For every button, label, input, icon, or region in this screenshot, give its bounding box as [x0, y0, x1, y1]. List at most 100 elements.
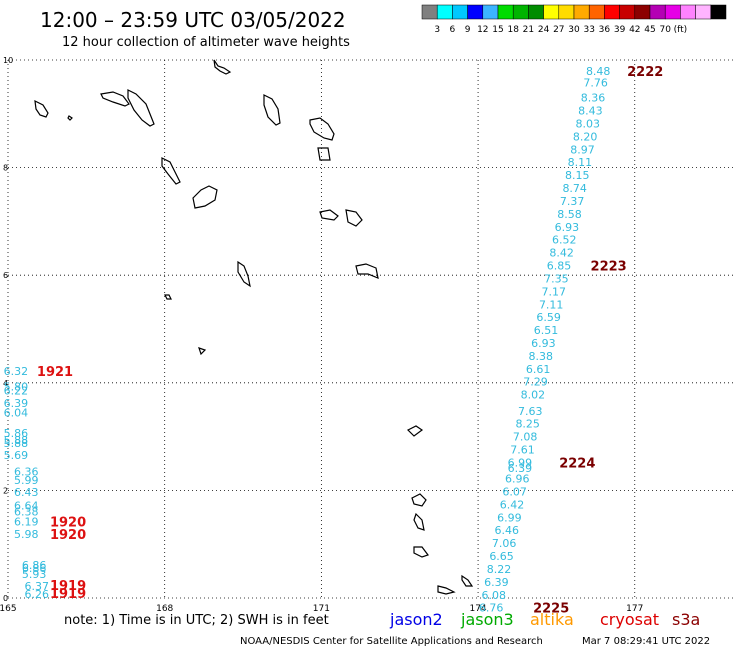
swh-value-label: 6.37: [24, 580, 49, 593]
colorbar-swatch: [619, 4, 636, 20]
swh-value-label: 6.52: [552, 234, 577, 247]
colorbar-label: 18: [507, 25, 519, 35]
chart-subtitle: 12 hour collection of altimeter wave hei…: [62, 35, 350, 50]
colorbar-label: 30: [568, 25, 580, 35]
swh-value-label: 8.36: [581, 92, 606, 105]
island-outline: [355, 263, 379, 279]
swh-value-label: 7.61: [510, 444, 535, 457]
mission-jason2: jason2: [389, 610, 443, 629]
colorbar-swatch: [604, 4, 620, 20]
island-outline: [317, 147, 331, 161]
note-text: note: 1) Time is in UTC; 2) SWH is in fe…: [64, 613, 329, 628]
grid-lines: [7, 59, 734, 599]
x-tick-label: 171: [313, 604, 330, 614]
swh-value-label: 6.04: [4, 406, 29, 419]
time-label: 1919: [50, 579, 86, 594]
time-label: 2223: [591, 260, 627, 275]
swh-value-label: 8.97: [570, 143, 595, 156]
swh-value-label: 8.42: [549, 247, 574, 260]
swh-value-label: 6.39: [4, 397, 29, 410]
island-outline: [345, 209, 363, 227]
swh-value-label: 5.86: [4, 427, 29, 440]
swh-value-label: 6.36: [14, 466, 39, 479]
footer-timestamp: Mar 7 08:29:41 UTC 2022: [582, 636, 710, 647]
swh-value-label: 6.65: [489, 550, 514, 563]
colorbar-swatch: [497, 4, 514, 20]
colorbar-swatch: [634, 4, 651, 20]
swh-value-label: 8.22: [487, 563, 512, 576]
island-outline: [413, 512, 425, 531]
swh-value-label: 7.29: [523, 376, 548, 389]
colorbar-label: 27: [553, 25, 564, 35]
colorbar-label: 70: [659, 25, 671, 35]
swh-value-label: 6.08: [481, 589, 506, 602]
colorbar-label: 45: [644, 25, 655, 35]
swh-value-label: 6.19: [14, 516, 39, 529]
track-s3a: 8.487.76 8.368.438.038.208.978.118.158.74…: [479, 65, 663, 617]
island-outline: [100, 91, 130, 107]
swh-value-label: 8.03: [576, 117, 601, 130]
swh-value-label: 5.69: [4, 449, 29, 462]
mission-legend: jason2 jason3 altika cryosat s3a: [389, 610, 700, 629]
coastline-outlines: [34, 59, 474, 595]
x-tick-label: 165: [0, 604, 17, 614]
swh-value-label: 7.08: [513, 431, 538, 444]
swh-value-label: 7.35: [544, 272, 569, 285]
swh-value-label: 6.64: [14, 499, 39, 512]
colorbar-label: 3: [434, 25, 440, 35]
swh-value-label: 6.39: [484, 576, 509, 589]
x-tick-label: 174: [469, 604, 486, 614]
y-tick-label: 10: [3, 56, 13, 65]
colorbar-swatch: [664, 4, 681, 20]
island-outline: [127, 89, 155, 127]
swh-value-label: 6.39: [508, 462, 533, 475]
colorbar-label: 9: [465, 25, 471, 35]
colorbar-label: 42: [629, 25, 640, 35]
island-outline: [413, 546, 429, 558]
colorbar-swatch: [588, 4, 605, 20]
swh-value-label: 5.88: [4, 434, 29, 447]
colorbar-swatch: [543, 4, 560, 20]
swh-value-label: 6.93: [531, 337, 556, 350]
y-tick-label: 2: [3, 486, 8, 495]
colorbar-label: 33: [583, 25, 594, 35]
island-outline: [237, 260, 251, 288]
swh-value-label: 5.98: [14, 528, 39, 541]
time-label: 2222: [627, 65, 663, 80]
track-cryosat: 6.325.806.226.396.045.865.885.885.696.36…: [4, 365, 87, 602]
swh-value-label: 6.86: [22, 559, 47, 572]
swh-value-label: 7.63: [518, 405, 543, 418]
x-tick-label: 177: [626, 604, 643, 614]
colorbar-swatch: [649, 4, 666, 20]
chart-title: 12:00 – 23:59 UTC 03/05/2022: [40, 8, 346, 32]
colorbar-swatch: [695, 4, 712, 20]
swh-value-label: 6.85: [547, 260, 572, 273]
swh-value-label: 6.99: [508, 456, 533, 469]
island-outline: [198, 347, 207, 356]
swh-value-label: 6.93: [555, 221, 580, 234]
time-label: 2225: [533, 602, 569, 617]
swh-value-label: 6.26: [24, 588, 49, 601]
island-outline: [309, 117, 335, 141]
swh-value-label: 6.76: [479, 602, 504, 615]
swh-value-label: 7.37: [560, 195, 585, 208]
colorbar-swatch: [467, 4, 484, 20]
island-outline: [67, 115, 73, 121]
swh-value-label: 6.38: [14, 505, 39, 518]
y-tick-label: 6: [3, 271, 8, 280]
colorbar-swatch: [421, 4, 438, 20]
swh-value-label: 7.11: [539, 298, 564, 311]
colorbar-label: 39: [614, 25, 626, 35]
island-outline: [164, 294, 172, 300]
time-label: 2224: [559, 456, 595, 471]
swh-value-label: 6.32: [4, 365, 29, 378]
colorbar-swatch: [452, 4, 468, 20]
swh-value-label: 8.48: [586, 65, 611, 78]
colorbar-label: 15: [492, 25, 503, 35]
swh-value-label: 8.15: [565, 169, 590, 182]
island-outline: [34, 99, 49, 118]
swh-value-label: 6.42: [500, 498, 525, 511]
swh-value-label: 6.61: [526, 363, 551, 376]
colorbar-swatch: [512, 4, 529, 20]
swh-value-label: 6.86: [22, 562, 47, 575]
